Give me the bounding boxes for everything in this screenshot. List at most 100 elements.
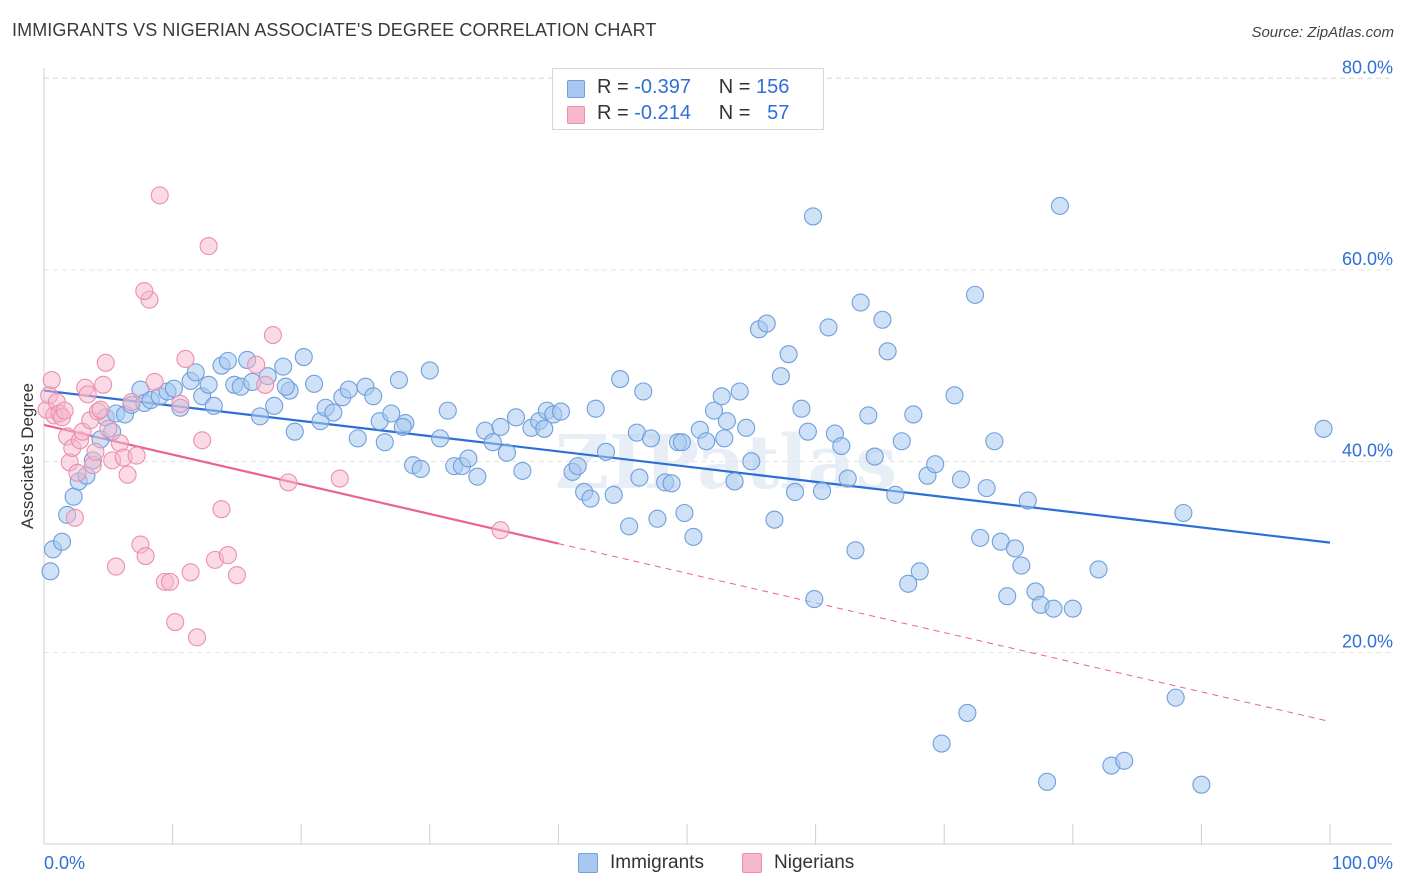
legend-label: Immigrants bbox=[610, 852, 704, 873]
data-point-immigrants bbox=[586, 399, 605, 418]
data-point-immigrants bbox=[285, 422, 304, 441]
legend-swatch-nigerians bbox=[567, 106, 585, 124]
data-point-nigerians bbox=[491, 521, 510, 540]
data-point-immigrants bbox=[805, 590, 824, 609]
data-point-immigrants bbox=[204, 396, 223, 415]
data-point-immigrants bbox=[393, 417, 412, 436]
data-point-nigerians bbox=[122, 392, 141, 412]
y-axis-label-wrap: Associate's Degree bbox=[0, 0, 60, 892]
data-point-immigrants bbox=[634, 382, 653, 401]
y-tick-label: 60.0% bbox=[1342, 249, 1393, 269]
data-point-immigrants bbox=[630, 468, 649, 487]
data-point-nigerians bbox=[118, 465, 137, 484]
y-tick-label: 40.0% bbox=[1342, 440, 1393, 460]
data-point-nigerians bbox=[166, 613, 185, 632]
data-point-immigrants bbox=[64, 487, 83, 506]
data-point-immigrants bbox=[438, 401, 457, 420]
data-point-immigrants bbox=[506, 408, 526, 427]
data-point-nigerians bbox=[78, 385, 97, 404]
data-point-immigrants bbox=[910, 562, 929, 581]
data-point-nigerians bbox=[99, 419, 118, 438]
data-point-immigrants bbox=[765, 510, 784, 529]
data-point-immigrants bbox=[792, 399, 811, 418]
data-point-immigrants bbox=[648, 509, 667, 528]
data-point-nigerians bbox=[212, 500, 231, 519]
data-point-nigerians bbox=[135, 281, 154, 301]
data-point-immigrants bbox=[581, 489, 600, 508]
n-value: 57 bbox=[767, 102, 790, 124]
data-point-immigrants bbox=[838, 469, 857, 488]
data-point-immigrants bbox=[265, 396, 284, 415]
data-point-immigrants bbox=[945, 386, 964, 405]
data-point-immigrants bbox=[672, 433, 691, 452]
data-point-immigrants bbox=[771, 367, 790, 386]
data-point-immigrants bbox=[662, 474, 681, 493]
data-point-immigrants bbox=[420, 361, 439, 380]
data-point-immigrants bbox=[803, 207, 823, 226]
data-point-nigerians bbox=[127, 446, 146, 465]
r-value: -0.214 bbox=[634, 102, 691, 124]
data-point-immigrants bbox=[324, 403, 343, 422]
data-point-immigrants bbox=[717, 412, 736, 431]
data-point-immigrants bbox=[1018, 491, 1037, 510]
chart-title: IMMIGRANTS VS NIGERIAN ASSOCIATE'S DEGRE… bbox=[12, 20, 657, 40]
data-point-immigrants bbox=[186, 363, 205, 382]
data-point-immigrants bbox=[364, 387, 383, 406]
data-point-nigerians bbox=[86, 442, 105, 461]
data-point-immigrants bbox=[684, 527, 703, 546]
legend-text: R = -0.397 N = 156 bbox=[597, 76, 789, 99]
data-point-immigrants bbox=[966, 285, 985, 304]
data-point-immigrants bbox=[411, 459, 430, 479]
data-point-immigrants bbox=[1166, 688, 1185, 707]
y-tick-label: 80.0% bbox=[1342, 58, 1393, 78]
data-point-immigrants bbox=[730, 382, 749, 401]
data-point-immigrants bbox=[276, 377, 295, 396]
r-label: R = bbox=[597, 76, 629, 98]
immigrants-points bbox=[41, 196, 1333, 794]
data-point-immigrants bbox=[873, 310, 892, 329]
x-tick-label: 100.0% bbox=[1332, 853, 1393, 873]
n-label: N = bbox=[718, 102, 751, 124]
data-point-nigerians bbox=[150, 186, 169, 205]
data-point-immigrants bbox=[886, 485, 905, 504]
data-point-nigerians bbox=[145, 372, 164, 391]
data-point-immigrants bbox=[1314, 419, 1333, 438]
data-point-immigrants bbox=[757, 314, 776, 333]
data-point-nigerians bbox=[193, 431, 212, 450]
n-label: N = bbox=[718, 76, 751, 98]
data-point-immigrants bbox=[904, 405, 923, 424]
data-point-immigrants bbox=[483, 433, 502, 452]
data-point-immigrants bbox=[535, 419, 554, 438]
data-point-immigrants bbox=[1050, 196, 1069, 215]
trend-line-nigerians-extended bbox=[558, 543, 1331, 723]
data-point-immigrants bbox=[164, 379, 183, 398]
data-point-immigrants bbox=[892, 432, 911, 451]
legend-swatch-nigerians bbox=[742, 853, 762, 873]
data-point-nigerians bbox=[42, 370, 61, 390]
data-point-immigrants bbox=[958, 703, 977, 722]
r-label: R = bbox=[597, 102, 629, 124]
data-point-immigrants bbox=[1005, 539, 1024, 558]
data-point-nigerians bbox=[96, 353, 115, 372]
data-point-immigrants bbox=[389, 370, 408, 390]
data-point-immigrants bbox=[712, 387, 731, 406]
data-point-immigrants bbox=[878, 342, 897, 361]
data-point-immigrants bbox=[675, 503, 694, 523]
data-point-immigrants bbox=[339, 380, 358, 399]
data-point-immigrants bbox=[1044, 599, 1063, 618]
data-point-immigrants bbox=[641, 429, 661, 448]
data-point-immigrants bbox=[785, 482, 805, 501]
data-point-immigrants bbox=[199, 375, 218, 394]
data-point-immigrants bbox=[951, 470, 970, 489]
data-point-immigrants bbox=[431, 429, 450, 448]
data-point-nigerians bbox=[136, 546, 155, 566]
data-point-immigrants bbox=[491, 417, 510, 436]
data-point-nigerians bbox=[94, 375, 113, 394]
x-tick-labels: 0.0% 100.0% bbox=[44, 853, 1393, 873]
data-point-nigerians bbox=[187, 628, 207, 647]
r-value: -0.397 bbox=[634, 76, 691, 98]
data-point-immigrants bbox=[865, 447, 884, 466]
data-point-nigerians bbox=[330, 469, 349, 488]
data-point-immigrants bbox=[819, 318, 838, 337]
